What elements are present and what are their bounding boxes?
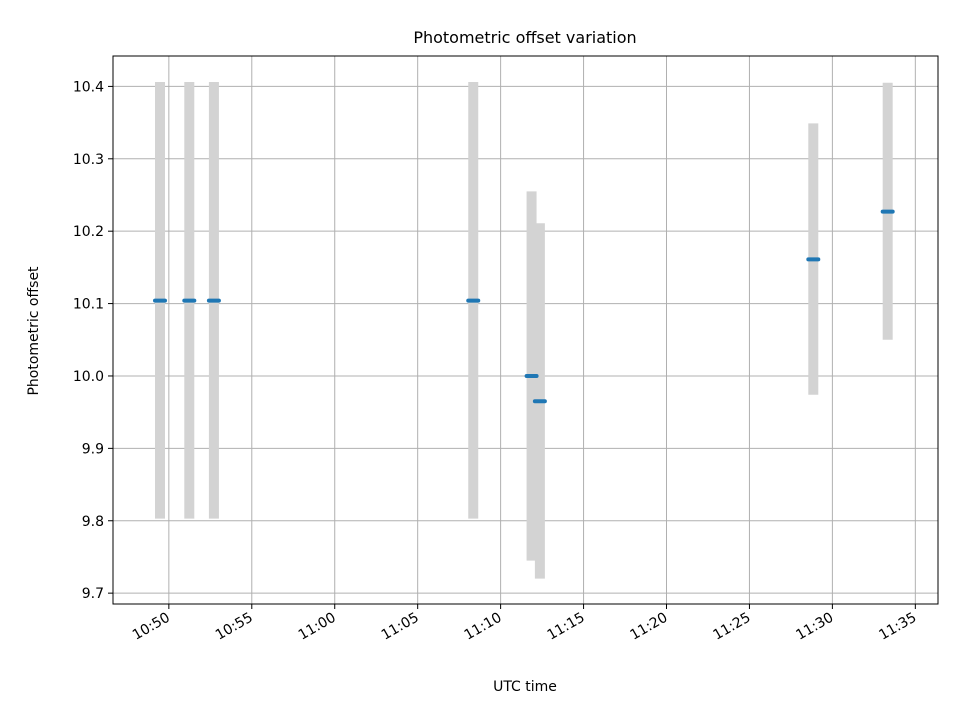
x-tick-label: 11:35 (876, 610, 919, 644)
x-tick-label: 11:30 (793, 610, 836, 644)
y-tick-label: 10.0 (73, 369, 104, 385)
y-tick-label: 10.4 (73, 79, 104, 95)
x-tick-label: 10:55 (213, 610, 256, 644)
y-axis-label: Photometric offset (26, 266, 42, 396)
markers (153, 209, 895, 404)
x-tick-label: 11:15 (545, 610, 588, 644)
chart-title: Photometric offset variation (413, 28, 636, 47)
x-tick-label: 11:25 (710, 610, 753, 644)
y-tick-label: 10.1 (73, 297, 104, 313)
plot-frame (112, 55, 939, 605)
y-tick-label: 10.3 (73, 152, 104, 168)
x-tick-label: 11:20 (628, 610, 671, 644)
x-tick-label: 11:05 (379, 610, 422, 644)
y-tick-label: 10.2 (73, 224, 104, 240)
errorbars (155, 82, 893, 579)
y-tick-label: 9.9 (82, 441, 104, 457)
x-axis-ticks: 10:50 10:55 11:00 11:05 11:10 11:15 11:20 11:25… (130, 604, 919, 644)
x-axis-label: UTC time (493, 679, 557, 695)
x-tick-label: 11:10 (462, 610, 505, 644)
y-axis-ticks: 9.7 9.8 9.9 10.0 10.1 10.2 10.3 10.4 (73, 79, 113, 602)
y-tick-label: 9.7 (82, 586, 104, 602)
x-tick-label: 10:50 (130, 610, 173, 644)
y-tick-label: 9.8 (82, 514, 104, 530)
x-tick-label: 11:00 (296, 610, 339, 644)
